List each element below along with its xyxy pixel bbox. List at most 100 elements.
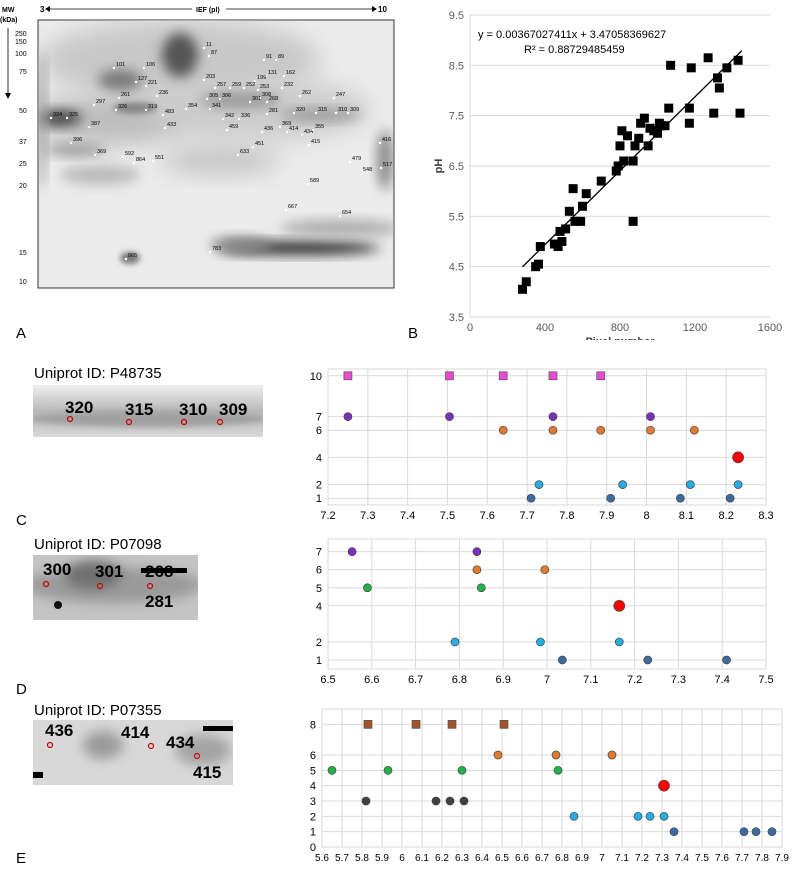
x-tick-label: 8.2 — [719, 510, 734, 522]
gel-spot-dot — [265, 100, 269, 104]
gel-spot-label: 592 — [125, 151, 134, 157]
gel-spot-dot — [280, 86, 284, 90]
gel-spot-dot — [338, 214, 342, 218]
data-point — [658, 779, 670, 792]
x-tick-label: 1200 — [683, 322, 707, 334]
y-tick-label: 2 — [310, 811, 316, 823]
data-point — [548, 371, 558, 381]
mw-tick: 50 — [19, 108, 27, 115]
x-tick-label: 7.4 — [400, 510, 415, 522]
data-point — [526, 493, 536, 503]
data-point — [445, 796, 455, 806]
gel-spot-label: 221 — [148, 80, 157, 86]
gel-spot-label: 297 — [96, 99, 105, 105]
x-tick-label: 7.3 — [671, 674, 686, 686]
data-point — [751, 827, 761, 837]
gel-spot-dot — [121, 155, 125, 159]
data-point — [619, 156, 629, 166]
gel-crop-d: 300 301 268 281 — [33, 555, 198, 620]
x-tick-label: 7 — [544, 674, 550, 686]
data-point — [617, 126, 627, 136]
x-tick-label: 7.8 — [755, 853, 769, 864]
data-point — [518, 284, 527, 294]
x-tick-label: 6.4 — [475, 853, 489, 864]
data-point — [363, 719, 373, 729]
data-point — [628, 216, 638, 226]
gel-spot-label: 232 — [284, 82, 293, 88]
data-point — [633, 811, 643, 821]
x-tick-label: 5.7 — [335, 853, 349, 864]
crop-spot-label: 281 — [145, 592, 173, 611]
data-point — [450, 637, 460, 647]
data-point — [628, 156, 638, 166]
gel-spot-label: 252 — [246, 82, 255, 88]
gel-spot-dot — [92, 103, 96, 107]
spot-marker — [66, 415, 74, 423]
x-tick-label: 7.5 — [440, 510, 455, 522]
gel-spot-dot — [208, 250, 212, 254]
data-point — [553, 765, 563, 775]
data-point — [686, 63, 696, 73]
data-point — [569, 811, 579, 821]
data-point — [676, 493, 685, 503]
x-tick-label: 6.9 — [496, 674, 511, 686]
gel-crop-c: 320 315 310 309 — [33, 385, 263, 437]
data-point — [732, 451, 744, 464]
gel-spot-dot — [213, 86, 217, 90]
data-point — [725, 493, 735, 503]
data-point — [653, 128, 662, 138]
gel-spot-dot — [93, 153, 97, 157]
gel-spot-dot — [237, 117, 241, 121]
gel-spot-dot — [69, 141, 73, 145]
crop-spot-label: 310 — [179, 400, 207, 419]
data-point — [472, 547, 482, 556]
gel-spot-dot — [124, 257, 128, 261]
panel-label-d: D — [16, 681, 27, 698]
gel-spot-label: 268 — [269, 96, 278, 102]
gel-spot-dot — [292, 111, 296, 115]
gel-mw-ticks: 250 150 100 75 50 37 25 20 15 10 — [15, 31, 27, 286]
ief-arrowhead-right — [372, 6, 377, 12]
data-point — [623, 131, 632, 141]
data-point — [645, 811, 655, 821]
gel-spot-label: 434 — [304, 129, 313, 135]
gel-spot-label: 257 — [217, 82, 226, 88]
ph-calibration-chart: 3.5 4.5 5.5 6.5 7.5 8.5 9.5 0 400 800 1200 1600 Pixe… — [433, 10, 782, 340]
gel-spot-label: 459 — [229, 124, 238, 130]
data-point — [561, 224, 571, 234]
gel-spot-label: 336 — [241, 113, 250, 119]
gel-spot-label: 162 — [286, 70, 295, 76]
data-point — [447, 719, 457, 729]
data-point — [659, 811, 669, 821]
pi-chart-e: 5.6 5.7 5.8 5.9 6 6.1 6.2 6.3 6.4 6.5 6.6 6.7 6.8 6.9… — [310, 708, 789, 864]
data-point — [607, 750, 617, 760]
data-point — [411, 719, 421, 729]
data-point — [570, 216, 580, 226]
gel-spot-dot — [334, 111, 338, 115]
gel-spot-dot — [282, 74, 286, 78]
gel-spot-dot — [260, 130, 264, 134]
x-tick-label: 7.8 — [559, 510, 574, 522]
gel-spot-dot — [248, 100, 252, 104]
x-tick-label: 7.2 — [320, 510, 335, 522]
gel-spot-label: 865 — [128, 253, 137, 259]
data-point — [703, 53, 713, 63]
data-point — [568, 184, 578, 194]
data-point — [684, 103, 694, 113]
gel-spot-label: 864 — [136, 157, 145, 163]
crop-spot-label: 320 — [65, 398, 93, 417]
gel-spot-label: 433 — [167, 122, 176, 128]
data-point — [327, 765, 337, 775]
x-tick-label: 8.1 — [679, 510, 694, 522]
x-tick-label: 7.1 — [615, 853, 629, 864]
gel-spot-dot — [300, 133, 304, 137]
data-point — [498, 371, 508, 381]
data-point — [733, 480, 743, 489]
gel-spot-dot — [379, 166, 383, 170]
gel-spot-dot — [49, 116, 53, 120]
x-tick-label: 6.6 — [515, 853, 529, 864]
data-point — [714, 83, 724, 93]
mw-tick: 25 — [19, 161, 27, 168]
gel-spot-dot — [306, 182, 310, 186]
pi-chart-c: 7.2 7.3 7.4 7.5 7.6 7.7 7.8 7.9 8 8.1 8.2 8.3 12 4 67 1… — [310, 368, 774, 522]
